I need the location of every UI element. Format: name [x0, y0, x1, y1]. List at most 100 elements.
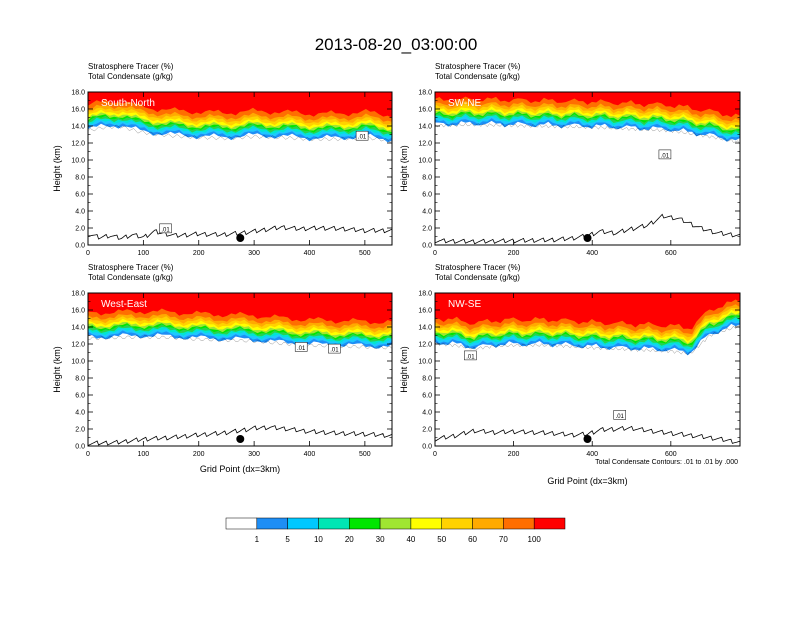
tracer-band-11: [88, 293, 392, 325]
tracer-band-11: [435, 92, 740, 118]
colorbar-swatch: [503, 517, 535, 530]
y-tick-label: 2.0: [75, 427, 85, 434]
y-tick-label: 14.0: [71, 325, 85, 332]
y-tick-label: 4.0: [75, 209, 85, 216]
x-tick-label: 200: [193, 250, 205, 257]
tropopause-contour: [435, 122, 740, 145]
contour-label-box: [355, 130, 369, 141]
panel-nw-se: Stratosphere Tracer (%)Total Condensate …: [399, 263, 741, 486]
colorbar-swatch: [318, 517, 350, 530]
x-tick-label: 200: [508, 250, 520, 257]
y-tick-label: 14.0: [71, 124, 85, 131]
contour-label: .01: [161, 227, 170, 233]
y-tick-label: 6.0: [75, 192, 85, 199]
y-tick-label: 14.0: [418, 325, 432, 332]
contour-label-box: [294, 342, 308, 352]
x-tick-label: 0: [433, 250, 437, 257]
y-axis-title: Height (km): [52, 145, 62, 192]
x-tick-label: 600: [665, 451, 677, 458]
x-tick-label: 200: [193, 451, 205, 458]
y-tick-label: 16.0: [71, 308, 85, 315]
colorbar-swatch: [225, 517, 258, 530]
subtitle-condensate: Total Condensate (g/kg): [88, 72, 173, 81]
x-tick-label: 400: [586, 250, 598, 257]
contour-label-box: [658, 149, 672, 160]
y-tick-label: 12.0: [418, 342, 432, 349]
x-tick-label: 300: [248, 451, 260, 458]
tropopause-contour: [88, 335, 392, 350]
y-tick-label: 18.0: [418, 90, 432, 97]
colorbar-label: 50: [437, 535, 446, 544]
subtitle-tracer: Stratosphere Tracer (%): [435, 263, 521, 272]
contour-label: .01: [616, 414, 625, 420]
y-tick-label: 16.0: [418, 107, 432, 114]
panel-south-north: Stratosphere Tracer (%)Total Condensate …: [52, 62, 393, 257]
cross-section-marker: [583, 234, 592, 242]
colorbar-label: 30: [376, 535, 385, 544]
contour-label-box: [613, 410, 626, 420]
colorbar: 1 5 10 20 30 40 50 60 70 100: [225, 517, 566, 544]
footnote: Total Condensate Contours: .01 to .01 by…: [595, 459, 738, 466]
y-tick-label: 18.0: [71, 291, 85, 298]
y-tick-label: 12.0: [71, 342, 85, 349]
colorbar-label: 100: [528, 535, 542, 544]
tracer-fill: [435, 293, 740, 356]
cross-section-marker: [583, 435, 592, 443]
y-tick-label: 2.0: [422, 427, 432, 434]
subtitle-condensate: Total Condensate (g/kg): [435, 273, 520, 282]
y-tick-label: 2.0: [422, 226, 432, 233]
subtitle-tracer: Stratosphere Tracer (%): [88, 62, 174, 71]
y-tick-label: 6.0: [422, 192, 432, 199]
colorbar-label: 1: [255, 535, 260, 544]
contour-label: .01: [297, 346, 306, 352]
contour-label-box: [464, 350, 477, 361]
y-tick-label: 0.0: [422, 444, 432, 451]
y-tick-label: 6.0: [422, 393, 432, 400]
x-axis-title: Grid Point (dx=3km): [547, 476, 627, 486]
y-tick-label: 4.0: [75, 410, 85, 417]
colorbar-swatch: [472, 517, 504, 530]
tracer-fill: [435, 92, 740, 142]
y-tick-label: 6.0: [75, 393, 85, 400]
y-tick-label: 0.0: [422, 243, 432, 250]
y-tick-label: 16.0: [71, 107, 85, 114]
y-tick-label: 14.0: [418, 124, 432, 131]
y-tick-label: 12.0: [71, 141, 85, 148]
tracer-fill: [88, 92, 392, 143]
x-tick-label: 100: [138, 451, 150, 458]
x-tick-label: 0: [86, 250, 90, 257]
colorbar-swatch: [287, 517, 319, 530]
y-axis-title: Height (km): [399, 145, 409, 192]
colorbar-label: 20: [345, 535, 354, 544]
y-tick-label: 16.0: [418, 308, 432, 315]
x-tick-label: 400: [304, 451, 316, 458]
contour-label: .01: [330, 348, 339, 354]
colorbar-label: 60: [468, 535, 477, 544]
terrain-line: [434, 425, 741, 444]
y-tick-label: 12.0: [418, 141, 432, 148]
contour-label: .01: [466, 354, 475, 360]
x-tick-label: 0: [433, 451, 437, 458]
colorbar-swatch: [256, 517, 288, 530]
colorbar-swatch: [441, 517, 473, 530]
subtitle-condensate: Total Condensate (g/kg): [88, 273, 173, 282]
x-tick-label: 600: [665, 250, 677, 257]
y-tick-label: 4.0: [422, 410, 432, 417]
panel-label: NW-SE: [448, 299, 481, 310]
y-tick-label: 10.0: [71, 158, 85, 165]
colorbar-swatch: [349, 517, 381, 530]
y-tick-label: 0.0: [75, 243, 85, 250]
x-tick-label: 0: [86, 451, 90, 458]
x-tick-label: 100: [138, 250, 150, 257]
y-tick-label: 4.0: [422, 209, 432, 216]
contour-label: .01: [661, 153, 670, 159]
tropopause-contour: [435, 324, 740, 355]
subtitle-tracer: Stratosphere Tracer (%): [88, 263, 174, 272]
colorbar-swatch: [533, 517, 566, 530]
y-tick-label: 0.0: [75, 444, 85, 451]
terrain-line: [87, 225, 393, 240]
contour-label: .01: [358, 135, 367, 141]
panel-west-east: Stratosphere Tracer (%)Total Condensate …: [52, 263, 393, 474]
panel-label: West-East: [101, 299, 147, 310]
